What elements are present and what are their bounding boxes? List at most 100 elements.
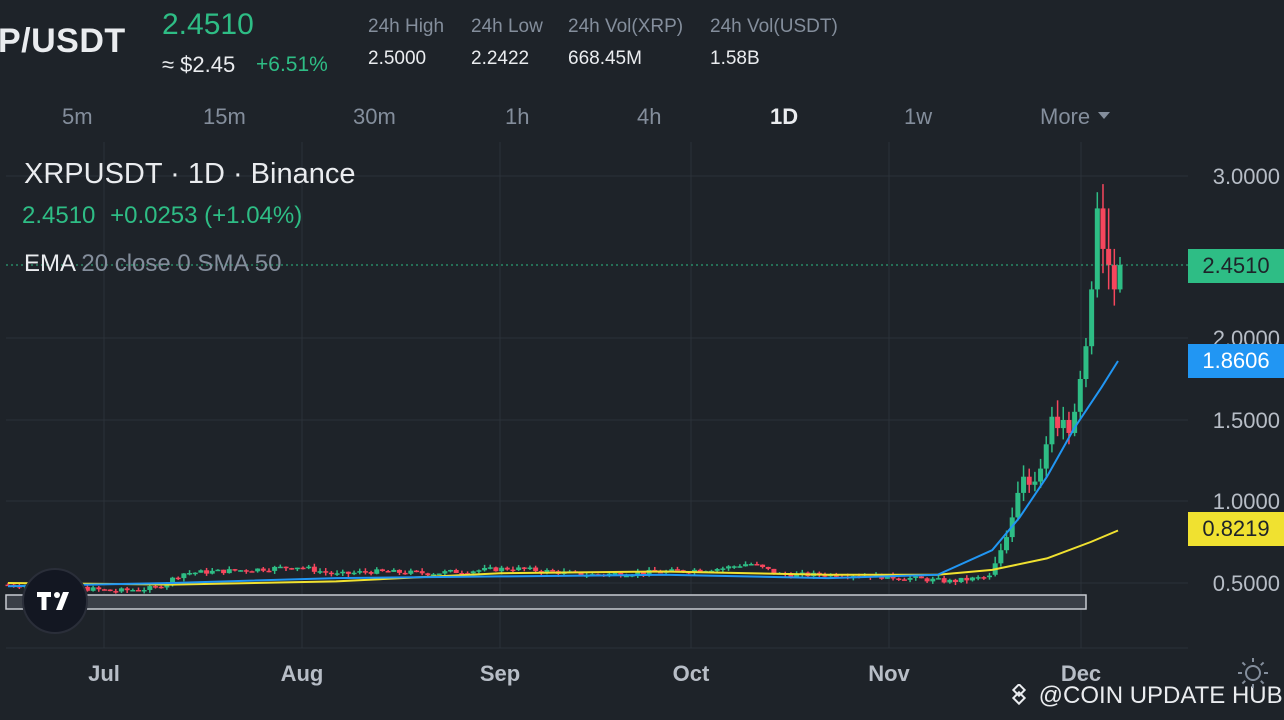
candle-body — [975, 577, 981, 579]
candle-body — [748, 564, 754, 566]
candle-body — [96, 587, 102, 590]
candle-body — [419, 571, 425, 574]
stat-value: 668.45M — [568, 48, 642, 69]
candle-body — [425, 573, 431, 576]
candle-body — [516, 567, 522, 571]
tab-1h[interactable]: 1h — [505, 104, 530, 129]
candle-body — [1083, 346, 1089, 379]
candle-body — [1066, 420, 1072, 433]
candle-body — [1015, 492, 1021, 518]
candle-body — [130, 589, 136, 592]
price-axis-label: 3.0000 — [1213, 164, 1280, 189]
candle-body — [408, 570, 414, 574]
watermark-text: @COIN UPDATE HUB — [1038, 682, 1283, 709]
candle-body — [249, 571, 255, 573]
candle-body — [612, 572, 618, 575]
tab-15m[interactable]: 15m — [203, 104, 246, 129]
candle-body — [221, 569, 227, 574]
candle-body — [328, 572, 334, 575]
candle-body — [272, 566, 278, 571]
candle-body — [459, 572, 465, 575]
candle-body — [743, 564, 749, 567]
candle-body — [232, 569, 238, 571]
candle-body — [306, 566, 312, 569]
candle-body — [311, 566, 317, 572]
candle-body — [896, 578, 902, 580]
candle-body — [1049, 416, 1055, 445]
tradingview-logo-icon[interactable] — [22, 568, 88, 634]
candle-body — [277, 566, 283, 569]
settings-sun-icon[interactable] — [1236, 656, 1270, 690]
tab-5m[interactable]: 5m — [62, 104, 93, 129]
candle-body — [754, 564, 760, 566]
trading-pair[interactable]: P/USDT — [0, 22, 126, 60]
candle-body — [357, 571, 363, 573]
stat-value: 2.5000 — [368, 48, 427, 69]
candle-body — [124, 588, 130, 591]
binance-logo-icon — [1011, 682, 1027, 706]
tab-1d[interactable]: 1D — [770, 104, 799, 129]
candle-body — [294, 567, 300, 570]
candle-body — [476, 570, 482, 572]
candle-body — [550, 570, 556, 572]
candle-body — [141, 589, 147, 592]
candle-body — [442, 571, 448, 574]
candle-body — [113, 591, 119, 593]
candle-body — [941, 578, 947, 583]
tab-1w[interactable]: 1w — [904, 104, 933, 129]
candle-body — [379, 569, 385, 572]
candle-body — [362, 571, 368, 573]
tab-30m[interactable]: 30m — [353, 104, 396, 129]
candle-body — [266, 570, 272, 573]
candle-body — [714, 569, 720, 571]
candle-body — [924, 578, 930, 582]
candle-body — [413, 570, 419, 573]
candle-body — [998, 550, 1004, 564]
stat-label: 24h High — [368, 16, 445, 37]
candle-body — [1100, 208, 1106, 249]
price-axis-label: 0.5000 — [1213, 571, 1280, 596]
candle-body — [226, 569, 232, 574]
candle-body — [204, 570, 210, 574]
candle-body — [345, 571, 351, 574]
indicator-lines — [7, 360, 1119, 588]
candle-body — [726, 566, 732, 569]
stat-label: 24h Vol(USDT) — [710, 16, 838, 37]
candle-body — [431, 574, 437, 576]
legend-price-change: +0.0253 (+1.04%) — [110, 202, 303, 229]
time-axis-label: Sep — [480, 661, 520, 686]
timeframe-tabs: 5m 15m 30m 1h 4h 1D 1w More — [0, 98, 1284, 136]
candle-body — [470, 571, 476, 574]
candle-body — [300, 567, 306, 570]
candle-body — [578, 571, 584, 576]
candle-body — [334, 573, 340, 575]
time-axis-label: Jul — [88, 661, 120, 686]
candle-body — [765, 566, 771, 569]
sma-price-tag: 0.8219 — [1188, 512, 1284, 546]
candle-body — [737, 566, 743, 568]
candle-body — [158, 586, 164, 589]
price-axis-label: 1.5000 — [1213, 408, 1280, 433]
time-axis-label: Oct — [673, 661, 710, 686]
candle-body — [1021, 476, 1027, 493]
tab-more[interactable]: More — [1040, 104, 1111, 130]
candle-body — [175, 577, 181, 580]
chart-legend-title: XRPUSDT · 1D · Binance — [24, 158, 356, 190]
candle-body — [1089, 289, 1095, 347]
tradingview-glyph — [37, 592, 69, 610]
stat-label: 24h Low — [471, 16, 543, 37]
chart-legend-indicators[interactable]: EMA 20 close 0 SMA 50 — [24, 250, 281, 278]
candle-body — [1043, 444, 1049, 469]
price-axis-label: 1.0000 — [1213, 489, 1280, 514]
stat-value: 2.2422 — [471, 48, 530, 69]
candle-body — [504, 567, 510, 570]
stat-label: 24h Vol(XRP) — [568, 16, 684, 37]
sma-line — [7, 529, 1119, 586]
candle-body — [340, 571, 346, 574]
candle-body — [1072, 411, 1078, 433]
candle-body — [635, 572, 641, 576]
tab-4h[interactable]: 4h — [637, 104, 662, 129]
candle-body — [623, 575, 629, 578]
candle-body — [493, 567, 499, 572]
